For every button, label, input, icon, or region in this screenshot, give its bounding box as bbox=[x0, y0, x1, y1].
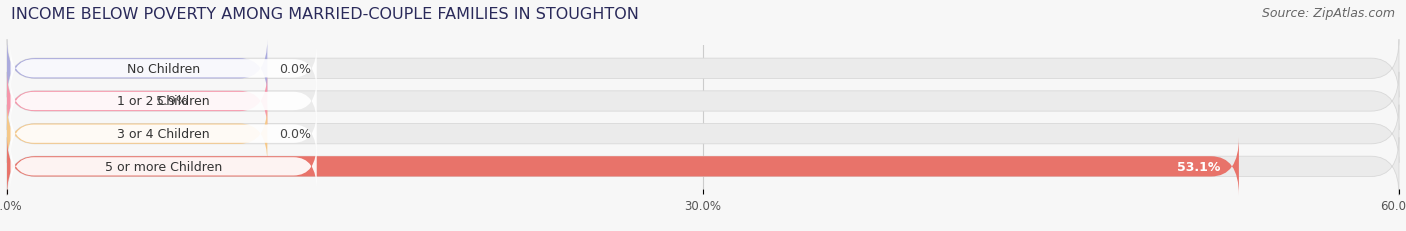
Text: Source: ZipAtlas.com: Source: ZipAtlas.com bbox=[1261, 7, 1395, 20]
Text: 5.9%: 5.9% bbox=[156, 95, 187, 108]
FancyBboxPatch shape bbox=[7, 105, 267, 163]
Text: INCOME BELOW POVERTY AMONG MARRIED-COUPLE FAMILIES IN STOUGHTON: INCOME BELOW POVERTY AMONG MARRIED-COUPL… bbox=[11, 7, 640, 22]
FancyBboxPatch shape bbox=[7, 138, 1239, 196]
FancyBboxPatch shape bbox=[7, 73, 267, 131]
FancyBboxPatch shape bbox=[10, 111, 316, 158]
Text: 53.1%: 53.1% bbox=[1177, 160, 1220, 173]
Text: 5 or more Children: 5 or more Children bbox=[105, 160, 222, 173]
Text: 3 or 4 Children: 3 or 4 Children bbox=[117, 128, 209, 140]
FancyBboxPatch shape bbox=[7, 105, 1399, 163]
Text: No Children: No Children bbox=[127, 63, 200, 76]
Text: 1 or 2 Children: 1 or 2 Children bbox=[117, 95, 209, 108]
FancyBboxPatch shape bbox=[10, 143, 316, 190]
FancyBboxPatch shape bbox=[7, 138, 1399, 196]
FancyBboxPatch shape bbox=[7, 40, 267, 98]
FancyBboxPatch shape bbox=[7, 40, 1399, 98]
Text: 0.0%: 0.0% bbox=[278, 128, 311, 140]
Text: 0.0%: 0.0% bbox=[278, 63, 311, 76]
FancyBboxPatch shape bbox=[10, 46, 316, 92]
FancyBboxPatch shape bbox=[10, 78, 316, 125]
FancyBboxPatch shape bbox=[7, 73, 1399, 131]
